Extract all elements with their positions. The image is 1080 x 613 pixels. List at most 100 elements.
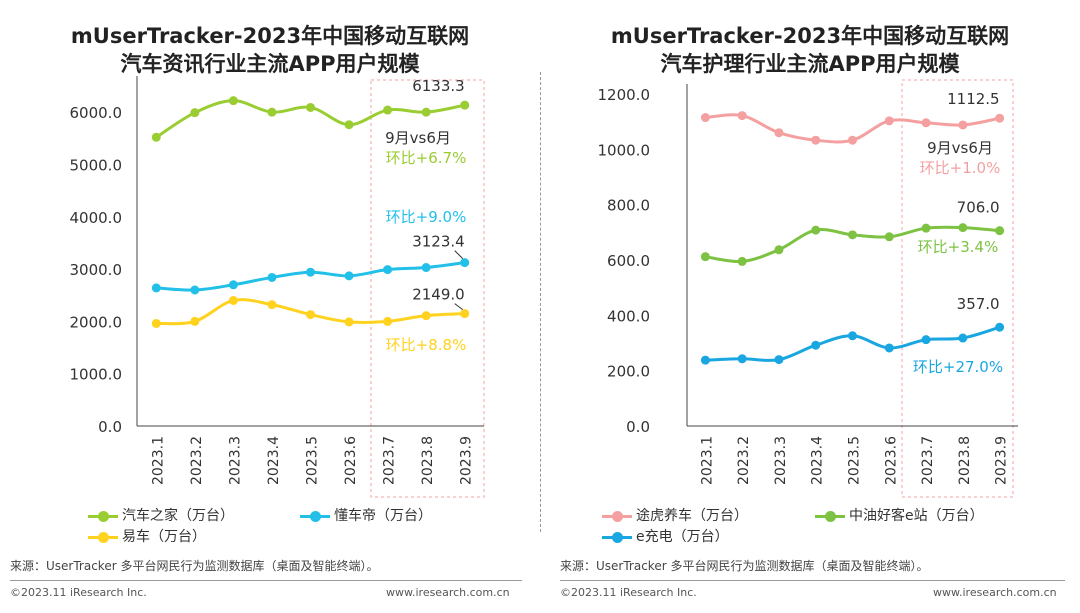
y-tick-label: 5000.0 (70, 156, 123, 174)
chart-title-line-2: 汽车护理行业主流APP用户规模 (660, 52, 960, 76)
data-point (421, 311, 431, 321)
data-point (228, 295, 238, 305)
data-point (383, 316, 393, 326)
legend-item-tuhu: 途虎养车（万台） (602, 506, 748, 526)
data-label: 357.0 (957, 295, 1000, 313)
data-label-leader (454, 303, 464, 310)
x-tick-label: 2023.4 (266, 436, 282, 485)
data-point (958, 120, 968, 130)
data-point (421, 263, 431, 273)
website-link[interactable]: www.iresearch.com.cn (933, 586, 1057, 599)
data-point (228, 96, 238, 106)
line-chart-auto-care: 0.0 200.0 400.0 600.0 800.0 1000.0 1200.0 2023.… (598, 79, 1018, 498)
data-point (774, 128, 784, 138)
panel-divider (540, 72, 541, 532)
chart-title-line-1: mUserTracker-2023年中国移动互联网 (610, 24, 1010, 48)
data-label: 706.0 (957, 199, 1000, 217)
legend-label: 中油好客e站（万台） (849, 508, 984, 524)
data-point (421, 107, 431, 117)
x-tick-label: 2023.3 (773, 436, 789, 485)
data-point (267, 107, 277, 117)
legend-label: e充电（万台） (636, 529, 729, 545)
chart-panel-auto-info: mUserTracker-2023年中国移动互联网 汽车资讯行业主流APP用户规… (0, 22, 540, 599)
chart-panel-auto-care: mUserTracker-2023年中国移动互联网 汽车护理行业主流APP用户规… (540, 0, 1080, 613)
x-tick-label: 2023.4 (810, 436, 826, 485)
source-note: 来源：UserTracker 多平台网民行为监测数据库（桌面及智能终端）。 (560, 559, 929, 573)
data-point (460, 258, 470, 268)
data-point (995, 322, 1005, 332)
footer-divider (560, 580, 1065, 581)
y-tick-label: 4000.0 (70, 209, 123, 227)
data-point (921, 335, 931, 345)
y-tick-label: 600.0 (607, 252, 650, 270)
data-point (811, 225, 821, 235)
legend-label: 汽车之家（万台） (122, 508, 234, 524)
legend-swatch (602, 506, 632, 526)
data-point (190, 108, 200, 118)
data-point (190, 285, 200, 295)
data-point (737, 256, 747, 266)
x-tick-label: 2023.3 (227, 436, 243, 485)
x-tick-label: 2023.5 (847, 436, 863, 485)
annotation: 环比+6.7% (386, 149, 467, 167)
legend-item-echongdian: e充电（万台） (602, 527, 729, 547)
copyright-text: ©2023.11 iResearch Inc. (10, 586, 147, 599)
legend-swatch (88, 527, 118, 547)
data-point (811, 135, 821, 145)
highlight-range-box (370, 79, 485, 498)
chart-title: mUserTracker-2023年中国移动互联网 汽车护理行业主流APP用户规… (540, 22, 1080, 78)
data-point (190, 316, 200, 326)
x-tick-label: 2023.8 (957, 436, 973, 485)
data-point (151, 283, 161, 293)
line-chart-auto-info: 0.0 1000.0 2000.0 3000.0 4000.0 5000.0 6000.0 2… (70, 76, 485, 498)
x-tick-label: 2023.7 (920, 436, 936, 485)
annotation: 环比+1.0% (920, 159, 1001, 177)
x-tick-label: 2023.2 (736, 436, 752, 485)
legend-label: 途虎养车（万台） (636, 508, 748, 524)
legend-label: 懂车帝（万台） (334, 508, 432, 524)
annotation: 9月vs6月 (385, 129, 451, 147)
data-point (921, 223, 931, 233)
data-point (774, 355, 784, 365)
x-tick-label: 2023.9 (459, 436, 475, 485)
x-tick-label: 2023.1 (699, 436, 715, 485)
annotation: 环比+27.0% (913, 358, 1003, 376)
data-point (460, 100, 470, 110)
y-tick-label: 2000.0 (70, 313, 123, 331)
data-point (884, 116, 894, 126)
data-point (958, 223, 968, 233)
data-point (700, 113, 710, 123)
data-point (848, 331, 857, 341)
data-point (774, 245, 784, 255)
legend-item-autohome: 汽车之家（万台） (88, 506, 234, 526)
data-point (306, 310, 315, 320)
legend-swatch (88, 506, 118, 526)
website-link[interactable]: www.iresearch.com.cn (386, 586, 510, 599)
source-note: 来源：UserTracker 多平台网民行为监测数据库（桌面及智能终端）。 (10, 559, 379, 573)
x-tick-label: 2023.2 (189, 436, 205, 485)
data-point (344, 120, 354, 130)
x-tick-label: 2023.6 (883, 436, 899, 485)
legend-item-dongchedi: 懂车帝（万台） (300, 506, 432, 526)
y-tick-label: 1200.0 (598, 86, 651, 104)
y-tick-label: 1000.0 (598, 141, 651, 159)
y-tick-label: 0.0 (98, 418, 122, 436)
data-point (151, 318, 161, 328)
data-point (460, 309, 470, 319)
x-tick-label: 2023.5 (305, 436, 321, 485)
data-point (958, 333, 968, 343)
data-point (884, 232, 894, 242)
data-label-leader (454, 250, 464, 259)
x-tick-label: 2023.7 (382, 436, 398, 485)
y-tick-label: 800.0 (607, 197, 650, 215)
data-point (848, 135, 857, 145)
data-point (344, 271, 354, 281)
legend-swatch (815, 506, 845, 526)
legend-item-yiche: 易车（万台） (88, 527, 206, 547)
data-point (383, 265, 393, 275)
y-tick-label: 6000.0 (70, 104, 123, 122)
data-point (700, 252, 710, 262)
y-tick-label: 200.0 (607, 363, 650, 381)
data-point (737, 354, 747, 364)
chart-title: mUserTracker-2023年中国移动互联网 汽车资讯行业主流APP用户规… (0, 22, 540, 78)
